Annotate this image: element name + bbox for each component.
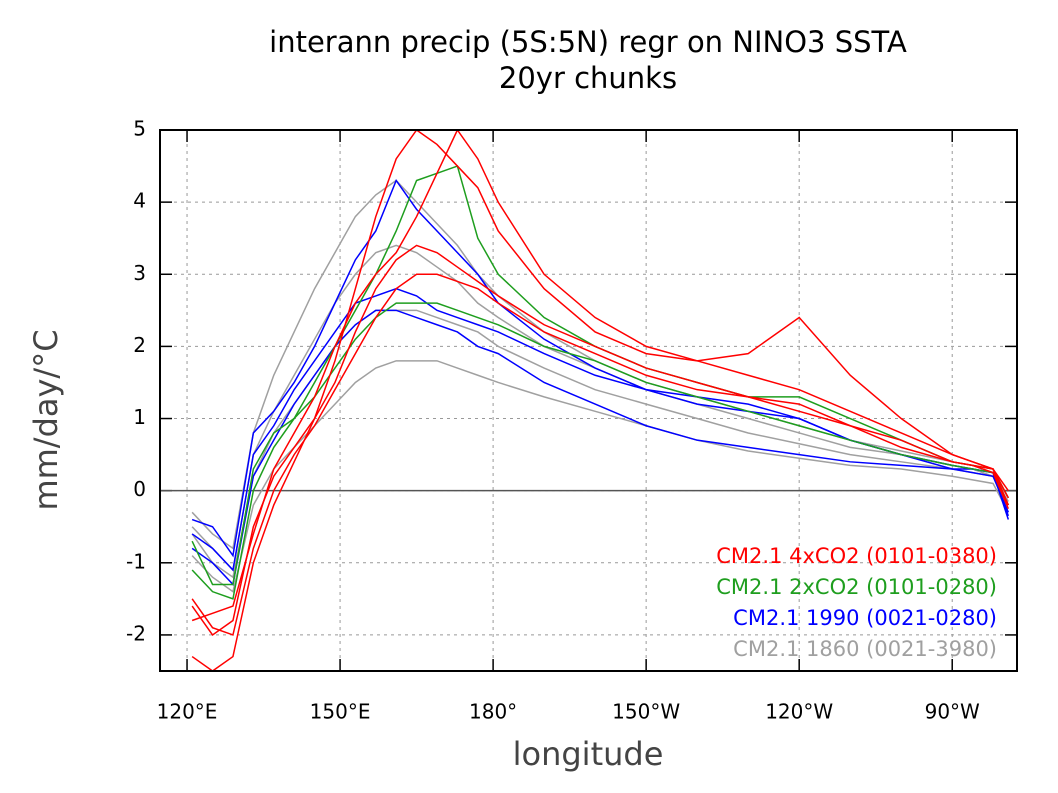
chart-subtitle: 20yr chunks [499,61,677,95]
y-tick-label: 3 [133,261,146,285]
x-tick-label: 150°W [612,700,680,724]
x-tick-label: 90°W [925,700,980,724]
y-tick-label: 4 [133,189,146,213]
y-tick-label: 5 [133,117,146,141]
legend-entry: CM2.1 1860 (0021-3980) [733,637,997,661]
data-line [191,309,1009,579]
chart-title: interann precip (5S:5N) regr on NINO3 SS… [269,25,907,59]
y-axis-label: mm/day/°C [27,329,65,510]
legend-entry: CM2.1 2xCO2 (0101-0280) [716,575,997,599]
data-line [191,178,1010,558]
data-line [191,130,1009,622]
x-tick-label: 120°E [157,700,218,724]
y-tick-label: 1 [133,405,146,429]
data-line [191,302,1010,600]
legend-entry: CM2.1 1990 (0021-0280) [733,606,997,630]
plot-frame [159,129,1018,672]
y-tick-label: 2 [133,333,146,357]
data-line [191,273,1010,636]
data-line [191,309,1010,587]
legend-entry: CM2.1 4xCO2 (0101-0380) [716,544,997,568]
data-line [191,287,1010,572]
y-tick-label: -2 [126,621,146,645]
data-line [191,360,1009,593]
x-tick-label: 150°E [310,700,371,724]
x-tick-label: 180° [469,700,517,724]
data-line [191,165,1009,586]
data-line [191,244,1009,572]
y-tick-label: -1 [126,549,146,573]
y-tick-label: 0 [133,477,146,501]
data-line [191,130,1010,636]
x-tick-label: 120°W [765,700,833,724]
data-line [191,179,1009,550]
x-axis-label: longitude [513,735,664,773]
data-line [191,244,1009,671]
